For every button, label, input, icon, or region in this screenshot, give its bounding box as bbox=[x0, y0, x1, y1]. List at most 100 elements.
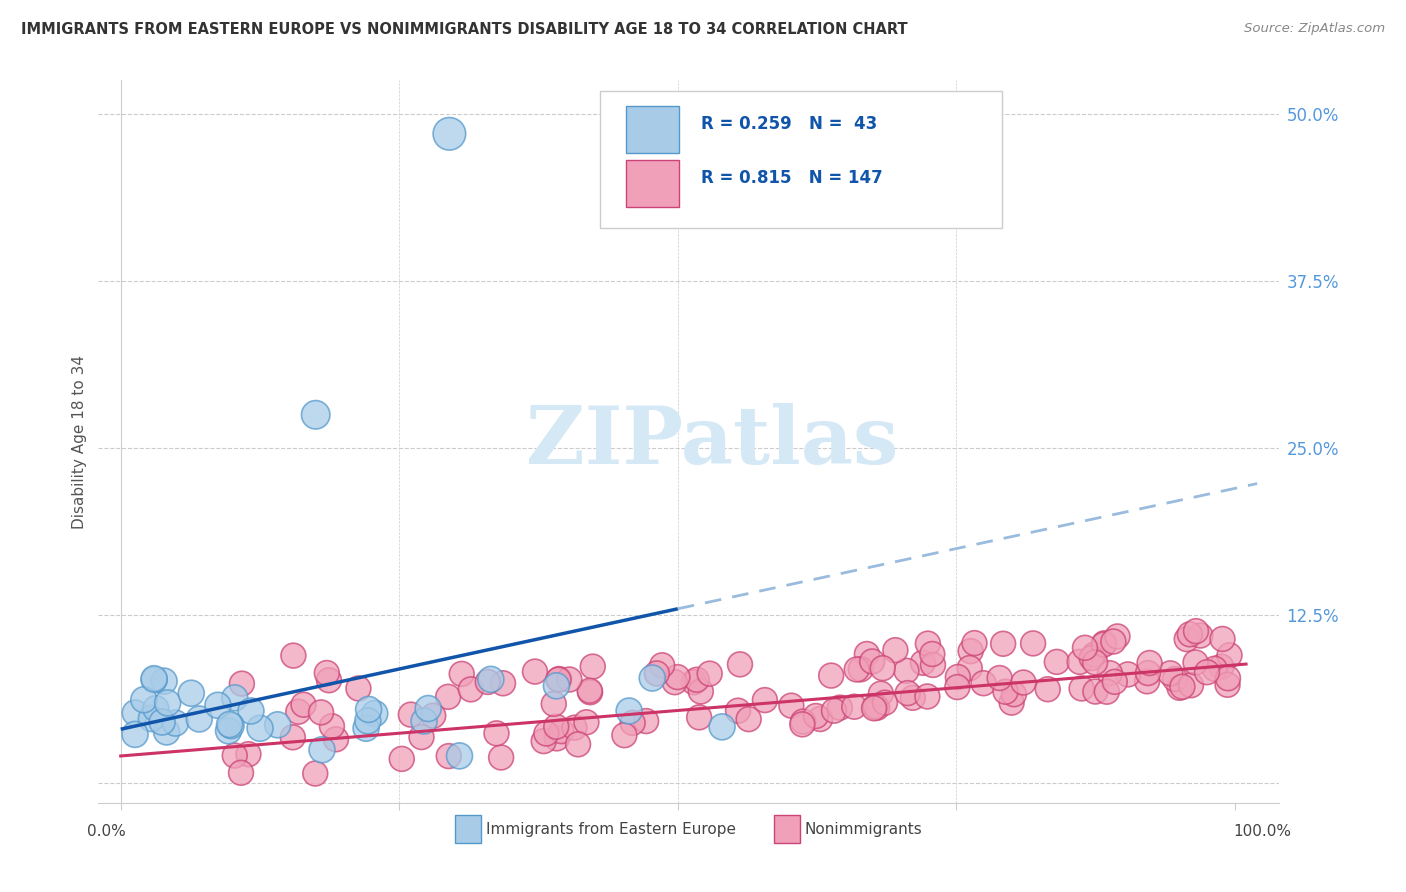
Point bbox=[666, 670, 689, 684]
FancyBboxPatch shape bbox=[600, 91, 1002, 228]
Point bbox=[1211, 632, 1233, 646]
Point bbox=[249, 721, 271, 735]
Point bbox=[863, 701, 886, 715]
Point bbox=[645, 666, 668, 681]
Text: 0.0%: 0.0% bbox=[87, 824, 125, 839]
Point bbox=[917, 690, 939, 704]
Point bbox=[1216, 678, 1239, 692]
Point bbox=[523, 665, 546, 679]
Point bbox=[872, 661, 894, 675]
Point bbox=[224, 690, 246, 705]
Point bbox=[304, 766, 326, 780]
Point bbox=[309, 706, 332, 720]
Point bbox=[548, 672, 571, 686]
Point bbox=[422, 708, 444, 723]
FancyBboxPatch shape bbox=[626, 160, 679, 207]
Text: R = 0.815   N = 147: R = 0.815 N = 147 bbox=[700, 169, 883, 187]
Point bbox=[873, 696, 896, 710]
Point bbox=[437, 749, 460, 764]
Point bbox=[315, 665, 337, 680]
Point bbox=[564, 721, 586, 735]
Point bbox=[828, 700, 851, 714]
Point bbox=[1159, 666, 1181, 681]
Point bbox=[347, 681, 370, 696]
Point bbox=[207, 698, 229, 713]
Point bbox=[1092, 636, 1115, 650]
Point bbox=[1216, 671, 1239, 685]
Point bbox=[141, 712, 163, 726]
Point bbox=[991, 637, 1014, 651]
Point bbox=[450, 666, 472, 681]
Point bbox=[479, 673, 502, 687]
Point bbox=[1218, 648, 1240, 663]
Point bbox=[124, 727, 146, 741]
Point bbox=[218, 723, 240, 738]
Point bbox=[449, 748, 471, 763]
Point bbox=[582, 659, 605, 673]
Point bbox=[884, 643, 907, 657]
Point bbox=[477, 675, 499, 690]
Point bbox=[567, 737, 589, 751]
Point bbox=[959, 661, 981, 675]
Point bbox=[737, 712, 759, 726]
Point bbox=[543, 697, 565, 711]
Point bbox=[180, 686, 202, 700]
Point bbox=[711, 720, 734, 734]
Point bbox=[1069, 655, 1091, 669]
Point bbox=[489, 750, 512, 764]
Point bbox=[896, 664, 918, 678]
Point bbox=[780, 698, 803, 713]
Point bbox=[153, 674, 176, 689]
Point bbox=[578, 683, 600, 698]
Text: IMMIGRANTS FROM EASTERN EUROPE VS NONIMMIGRANTS DISABILITY AGE 18 TO 34 CORRELAT: IMMIGRANTS FROM EASTERN EUROPE VS NONIMM… bbox=[21, 22, 908, 37]
Point bbox=[917, 637, 939, 651]
Point bbox=[866, 700, 889, 714]
Text: Source: ZipAtlas.com: Source: ZipAtlas.com bbox=[1244, 22, 1385, 36]
Text: 100.0%: 100.0% bbox=[1233, 824, 1291, 839]
Point bbox=[418, 701, 440, 715]
Point bbox=[132, 692, 155, 706]
Point bbox=[1107, 630, 1129, 644]
Point bbox=[1074, 640, 1097, 655]
Point bbox=[820, 668, 842, 682]
Point bbox=[305, 408, 328, 422]
Text: Nonimmigrants: Nonimmigrants bbox=[804, 822, 922, 837]
Point bbox=[283, 648, 305, 663]
Point bbox=[664, 675, 686, 690]
Point bbox=[229, 765, 252, 780]
Point bbox=[364, 706, 387, 721]
Point bbox=[689, 684, 711, 698]
Point bbox=[870, 687, 893, 701]
Point bbox=[165, 716, 187, 731]
Point bbox=[1084, 656, 1107, 670]
Point bbox=[124, 706, 146, 720]
Point bbox=[636, 714, 658, 728]
Point bbox=[963, 636, 986, 650]
Point bbox=[865, 699, 887, 714]
Point bbox=[219, 719, 242, 733]
Point bbox=[143, 673, 166, 687]
Point bbox=[1184, 656, 1206, 670]
Point bbox=[1171, 680, 1194, 694]
Point bbox=[437, 690, 460, 704]
Point bbox=[1136, 666, 1159, 681]
Point bbox=[844, 699, 866, 714]
Point bbox=[845, 663, 868, 677]
Point bbox=[579, 685, 602, 699]
Point bbox=[1175, 632, 1198, 647]
Point bbox=[546, 731, 568, 746]
Point bbox=[921, 647, 943, 661]
Point bbox=[1080, 651, 1102, 665]
Point bbox=[1092, 638, 1115, 652]
Point bbox=[224, 748, 246, 763]
Point bbox=[617, 704, 640, 718]
Point bbox=[1070, 681, 1092, 696]
Point bbox=[1084, 684, 1107, 698]
FancyBboxPatch shape bbox=[773, 815, 800, 843]
Point bbox=[727, 704, 749, 718]
Point bbox=[399, 707, 422, 722]
Point bbox=[1022, 636, 1045, 650]
Point bbox=[1195, 665, 1218, 680]
Point bbox=[1139, 656, 1161, 670]
Point bbox=[1164, 672, 1187, 686]
